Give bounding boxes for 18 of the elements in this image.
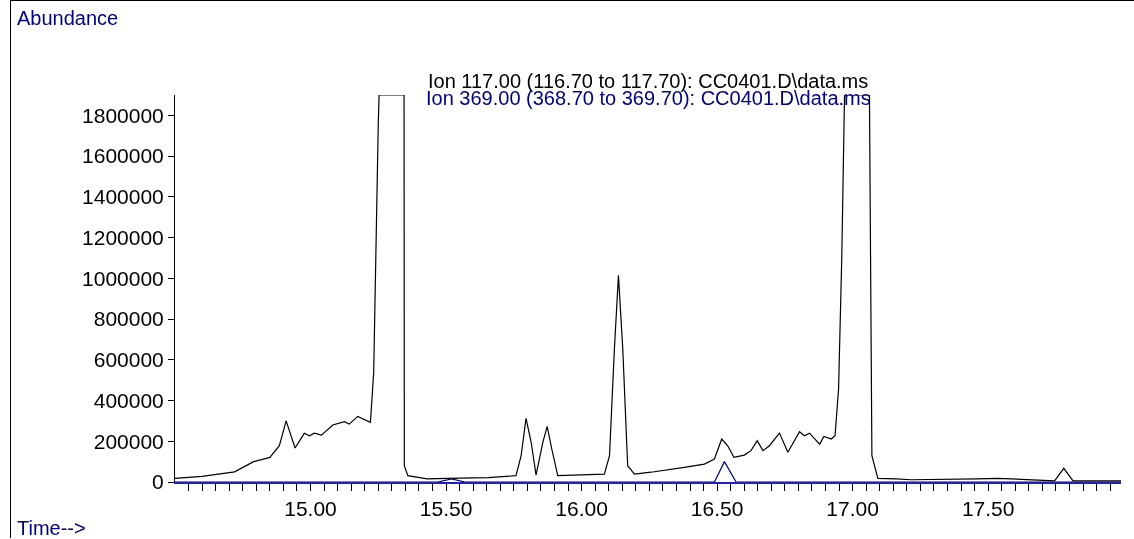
y-tick-label: 1200000 [82, 225, 164, 249]
x-tick-label: 16.00 [555, 496, 608, 520]
y-tick-label: 1800000 [82, 103, 164, 127]
y-tick-label: 200000 [93, 429, 164, 453]
y-tick-label: 1000000 [82, 266, 164, 290]
x-tick-label: 16.50 [690, 496, 744, 520]
y-axis-title: Abundance [17, 7, 119, 29]
x-tick-label: 17.00 [826, 496, 879, 520]
y-tick-label: 1400000 [82, 185, 164, 209]
y-tick-label: 1600000 [82, 144, 164, 168]
y-tick-label: 400000 [93, 388, 164, 412]
y-tick-label: 0 [152, 470, 164, 494]
x-axis-title: Time--> [17, 517, 86, 539]
x-tick-label: 17.50 [961, 496, 1015, 520]
y-tick-label: 800000 [93, 307, 164, 331]
y-tick-label: 600000 [93, 348, 164, 372]
x-tick-label: 15.00 [284, 496, 337, 520]
x-tick-label: 15.50 [419, 496, 473, 520]
